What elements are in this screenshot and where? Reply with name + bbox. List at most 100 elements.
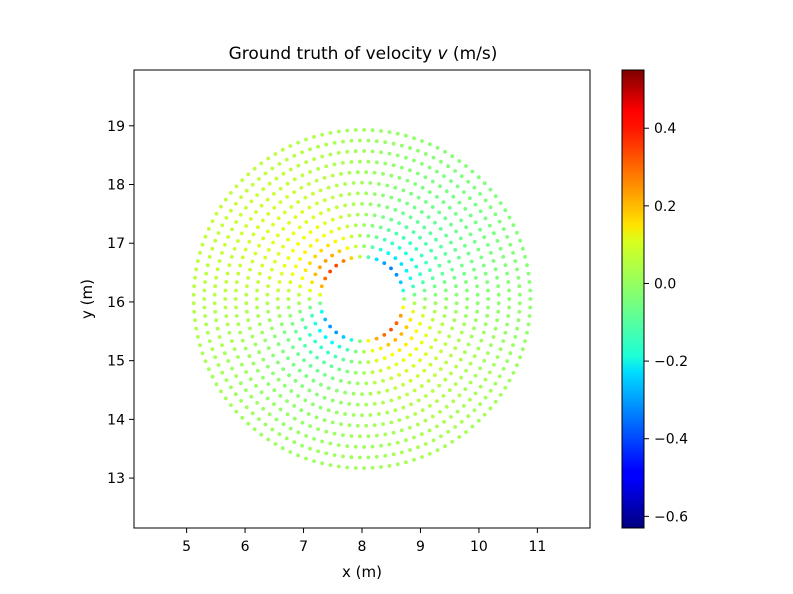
scatter-point <box>266 382 271 386</box>
scatter-point <box>326 386 331 390</box>
scatter-point <box>261 375 265 380</box>
scatter-point <box>330 173 335 178</box>
scatter-point <box>411 309 415 314</box>
scatter-point <box>276 216 281 221</box>
scatter-point <box>482 358 487 363</box>
scatter-point <box>303 325 308 330</box>
scatter-point <box>282 263 287 268</box>
scatter-point <box>353 466 358 470</box>
scatter-point <box>386 366 391 370</box>
scatter-point <box>428 231 433 236</box>
scatter-point <box>527 314 532 318</box>
scatter-point <box>318 292 322 297</box>
scatter-point <box>526 322 531 327</box>
scatter-point <box>337 226 342 231</box>
scatter-point <box>433 256 438 260</box>
scatter-point <box>300 317 305 322</box>
scatter-point <box>420 408 425 413</box>
scatter-point <box>370 465 375 470</box>
scatter-point <box>469 334 474 339</box>
scatter-point <box>506 314 511 318</box>
scatter-point <box>358 455 362 460</box>
scatter-point <box>466 251 471 256</box>
scatter-point <box>259 390 264 395</box>
scatter-point <box>297 225 302 230</box>
scatter-point <box>288 450 293 454</box>
scatter-point <box>362 349 366 354</box>
scatter-point <box>247 354 252 359</box>
scatter-point <box>360 392 364 396</box>
scatter-point <box>455 409 460 414</box>
scatter-point <box>424 200 428 204</box>
scatter-point <box>272 205 277 210</box>
scatter-point <box>319 211 323 216</box>
scatter-point <box>250 411 255 416</box>
scatter-point <box>498 393 503 397</box>
scatter-point <box>370 444 375 449</box>
scatter-point <box>313 254 318 259</box>
scatter-point <box>364 381 369 386</box>
scatter-point <box>511 371 516 375</box>
scatter-point <box>234 220 239 224</box>
scatter-point <box>447 388 452 393</box>
scatter-point <box>275 297 280 301</box>
scatter-point <box>491 335 496 339</box>
scatter-point <box>272 388 277 393</box>
scatter-point <box>419 161 424 166</box>
scatter-point <box>476 418 481 423</box>
scatter-point <box>236 239 240 243</box>
scatter-point <box>435 195 439 199</box>
scatter-point <box>311 191 315 196</box>
scatter-point <box>493 194 498 199</box>
scatter-point <box>351 181 356 185</box>
scatter-point <box>334 205 339 210</box>
scatter-point <box>256 368 260 373</box>
scatter-point <box>464 314 468 318</box>
scatter-point <box>372 170 377 175</box>
scatter-point <box>312 157 316 162</box>
scatter-point <box>416 398 421 403</box>
scatter-point <box>280 147 285 152</box>
scatter-point <box>404 368 409 373</box>
scatter-point <box>394 272 399 277</box>
scatter-point <box>300 210 305 214</box>
scatter-point <box>324 142 329 147</box>
scatter-point <box>381 172 385 176</box>
scatter-point <box>482 412 487 417</box>
title-symbol: v <box>437 44 448 64</box>
scatter-point <box>408 241 413 246</box>
scatter-point <box>495 239 500 243</box>
scatter-point <box>313 321 318 326</box>
scatter-point <box>355 170 360 175</box>
scatter-point <box>451 194 456 199</box>
scatter-point <box>278 394 283 398</box>
scatter-point <box>256 314 260 318</box>
scatter-point <box>378 247 383 252</box>
scatter-point <box>364 402 369 407</box>
scatter-point <box>298 309 302 314</box>
scatter-point <box>459 174 464 179</box>
scatter-point <box>495 318 499 323</box>
scatter-point <box>401 382 405 387</box>
scatter-point <box>349 138 354 143</box>
scatter-point <box>349 234 354 239</box>
scatter-point <box>368 202 373 207</box>
scatter-point <box>270 267 274 272</box>
scatter-point <box>433 338 438 342</box>
scatter-point <box>507 305 511 310</box>
scatter-point <box>191 292 196 297</box>
scatter-point <box>223 197 228 202</box>
scatter-point <box>488 223 492 228</box>
scatter-point <box>488 187 493 192</box>
scatter-point <box>265 197 270 202</box>
scatter-point <box>368 181 373 185</box>
scatter-point <box>210 246 215 251</box>
scatter-point <box>414 264 419 269</box>
scatter-point <box>468 213 473 218</box>
scatter-point <box>203 280 208 284</box>
scatter-point <box>213 238 218 243</box>
scatter-point <box>303 268 308 273</box>
scatter-point <box>273 259 277 264</box>
scatter-point <box>302 358 306 363</box>
scatter-point <box>313 272 318 277</box>
